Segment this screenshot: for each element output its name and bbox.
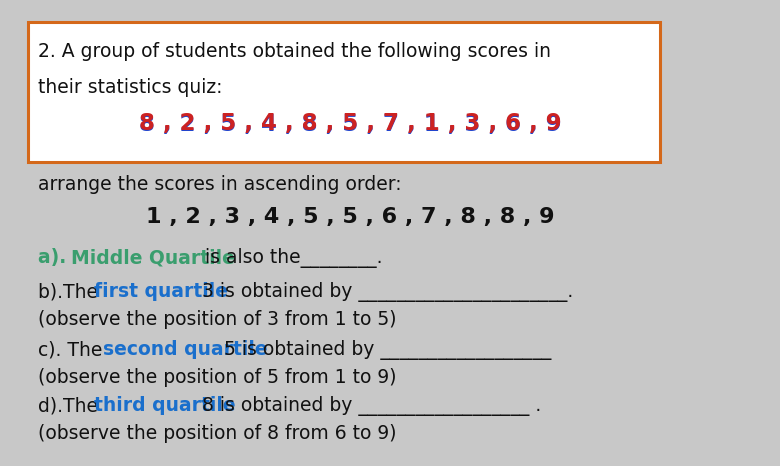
Text: (observe the position of 5 from 1 to 9): (observe the position of 5 from 1 to 9) bbox=[38, 368, 396, 387]
Text: 1 , 2 , 3 , 4 , 5 , 5 , 6 , 7 , 8 , 8 , 9: 1 , 2 , 3 , 4 , 5 , 5 , 6 , 7 , 8 , 8 , … bbox=[146, 207, 555, 227]
Text: (observe the position of 3 from 1 to 5): (observe the position of 3 from 1 to 5) bbox=[38, 310, 396, 329]
Text: third quartile: third quartile bbox=[94, 396, 236, 415]
Text: b).The: b).The bbox=[38, 282, 104, 301]
Text: c). The: c). The bbox=[38, 340, 108, 359]
Text: first quartile: first quartile bbox=[94, 282, 229, 301]
Text: 3 is obtained by ______________________.: 3 is obtained by ______________________. bbox=[196, 282, 573, 302]
Text: 8 , 2 , 5 , 4 , 8 , 5 , 7 , 1 , 3 , 6 , 9: 8 , 2 , 5 , 4 , 8 , 5 , 7 , 1 , 3 , 6 , … bbox=[140, 113, 562, 136]
Text: second quartile: second quartile bbox=[103, 340, 268, 359]
Text: their statistics quiz:: their statistics quiz: bbox=[38, 78, 222, 97]
Text: d).The: d).The bbox=[38, 396, 104, 415]
Text: 8 is obtained by __________________ .: 8 is obtained by __________________ . bbox=[196, 396, 541, 416]
Text: 2. A group of students obtained the following scores in: 2. A group of students obtained the foll… bbox=[38, 42, 551, 61]
Text: (observe the position of 8 from 6 to 9): (observe the position of 8 from 6 to 9) bbox=[38, 424, 396, 443]
Text: 8 , 2 , 5 , 4 , 8 , 5 , 7 , 1 , 3 , 6 , 9: 8 , 2 , 5 , 4 , 8 , 5 , 7 , 1 , 3 , 6 , … bbox=[139, 112, 562, 135]
Text: a).: a). bbox=[38, 248, 73, 267]
Text: is also the________.: is also the________. bbox=[200, 248, 383, 268]
Text: arrange the scores in ascending order:: arrange the scores in ascending order: bbox=[38, 175, 402, 194]
Text: 5 is obtained by __________________: 5 is obtained by __________________ bbox=[218, 340, 551, 360]
Text: Middle Quartile: Middle Quartile bbox=[71, 248, 235, 267]
